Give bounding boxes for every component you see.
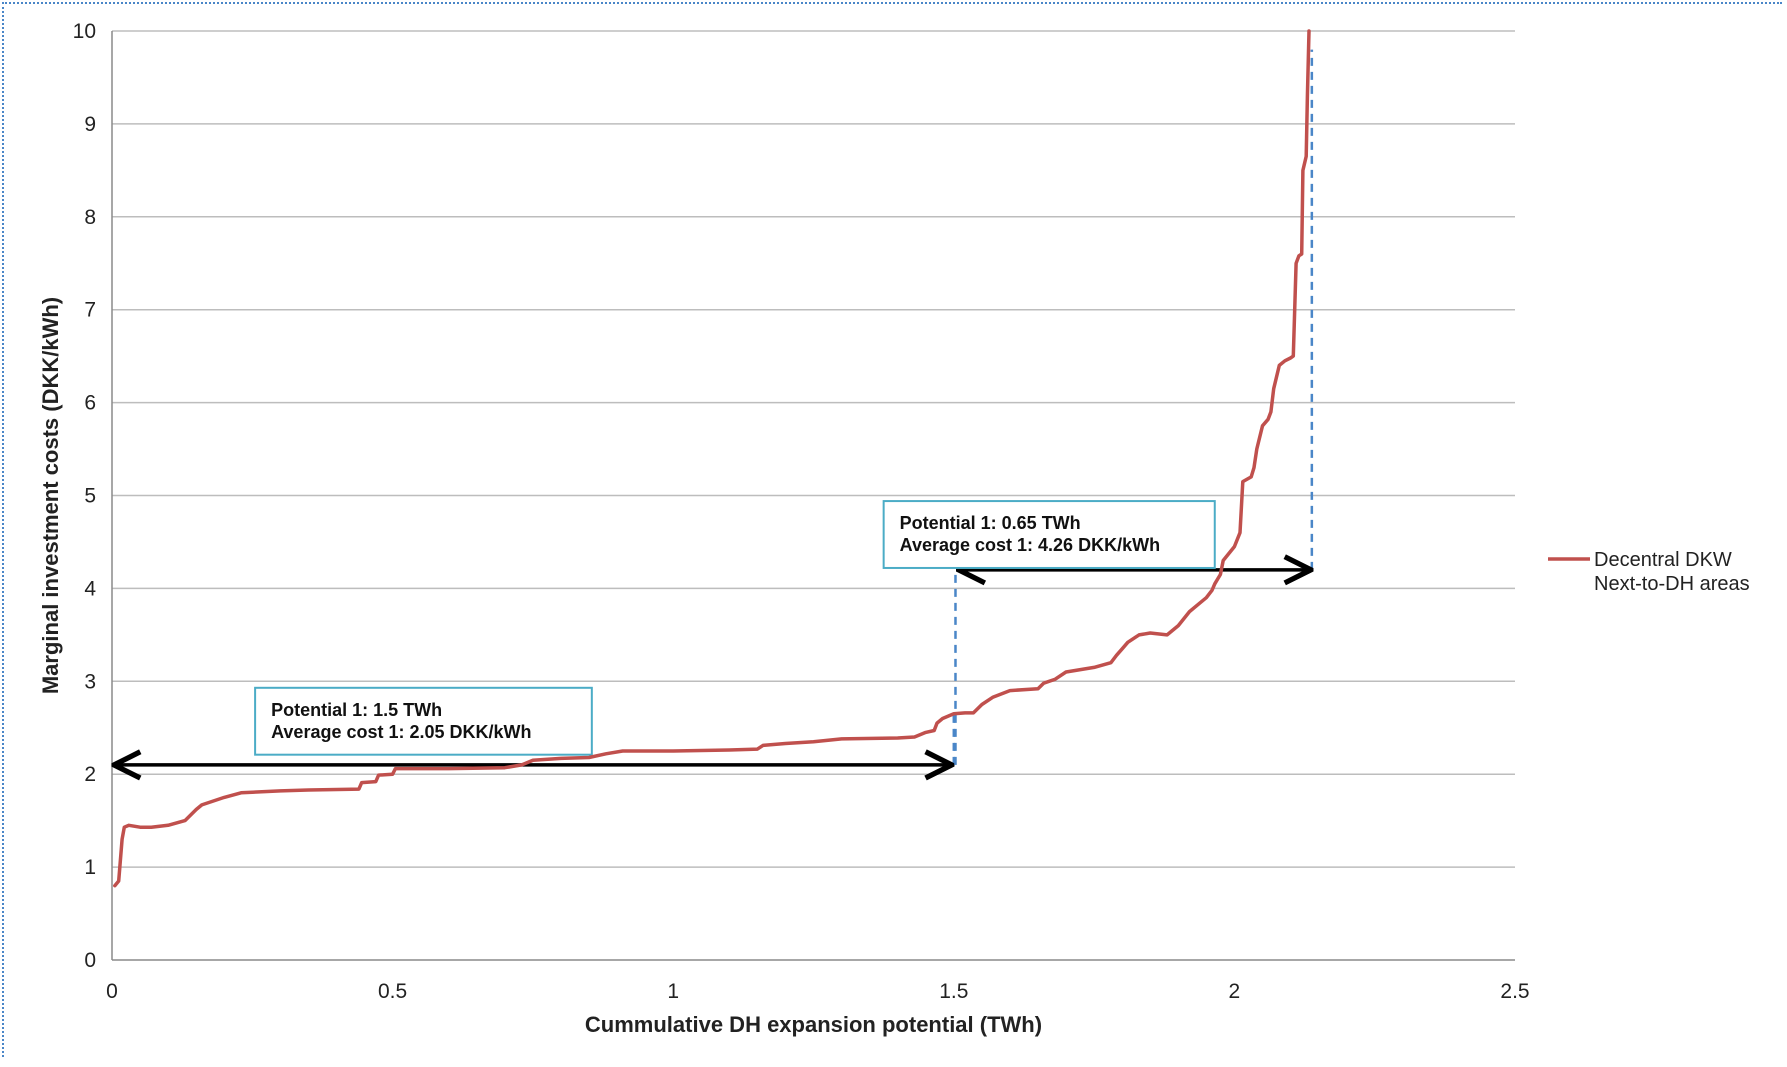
annotation-box-2 [882, 500, 1216, 569]
series-layer [113, 29, 1311, 888]
annotation-text-2-1: Potential 1: 0.65 TWh [900, 513, 1081, 533]
legend-label-1-2: Next-to-DH areas [1594, 573, 1750, 595]
x-tick-label-2: 2 [1229, 980, 1241, 1003]
annotation-text-2-2: Average cost 1: 4.26 DKK/kWh [900, 535, 1160, 555]
y-tick-label-3: 3 [84, 670, 96, 693]
x-tick-label-1: 1 [667, 980, 679, 1003]
y-tick-label-0: 0 [84, 949, 96, 972]
x-tick-label-1.5: 1.5 [939, 980, 968, 1003]
y-tick-label-7: 7 [84, 299, 96, 322]
y-tick-label-9: 9 [84, 113, 96, 136]
y-axis-title: Marginal investment costs (DKK/kWh) [38, 297, 63, 694]
series-line-1 [113, 29, 1311, 888]
y-tick-label-8: 8 [84, 206, 96, 229]
y-tick-label-1: 1 [84, 856, 96, 879]
y-tick-label-10: 10 [73, 20, 96, 43]
annotation-text-1-2: Average cost 1: 2.05 DKK/kWh [271, 722, 531, 742]
annotation-box-1 [254, 686, 593, 756]
y-tick-label-5: 5 [84, 485, 96, 508]
x-axis-title: Cummulative DH expansion potential (TWh) [585, 1012, 1042, 1037]
x-tick-label-0: 0 [106, 980, 118, 1003]
y-tick-label-6: 6 [84, 392, 96, 415]
annotation-text-1-1: Potential 1: 1.5 TWh [271, 700, 442, 720]
legend-label-1-1: Decentral DKW [1594, 549, 1732, 571]
y-tick-label-4: 4 [84, 577, 96, 600]
axes: 0 1 2 3 4 5 6 7 8 9 10 0 0.5 1 1.5 2 2.5 [73, 20, 1530, 1003]
y-tick-label-2: 2 [84, 763, 96, 786]
x-tick-label-0.5: 0.5 [378, 980, 407, 1003]
x-tick-label-2.5: 2.5 [1500, 980, 1529, 1003]
